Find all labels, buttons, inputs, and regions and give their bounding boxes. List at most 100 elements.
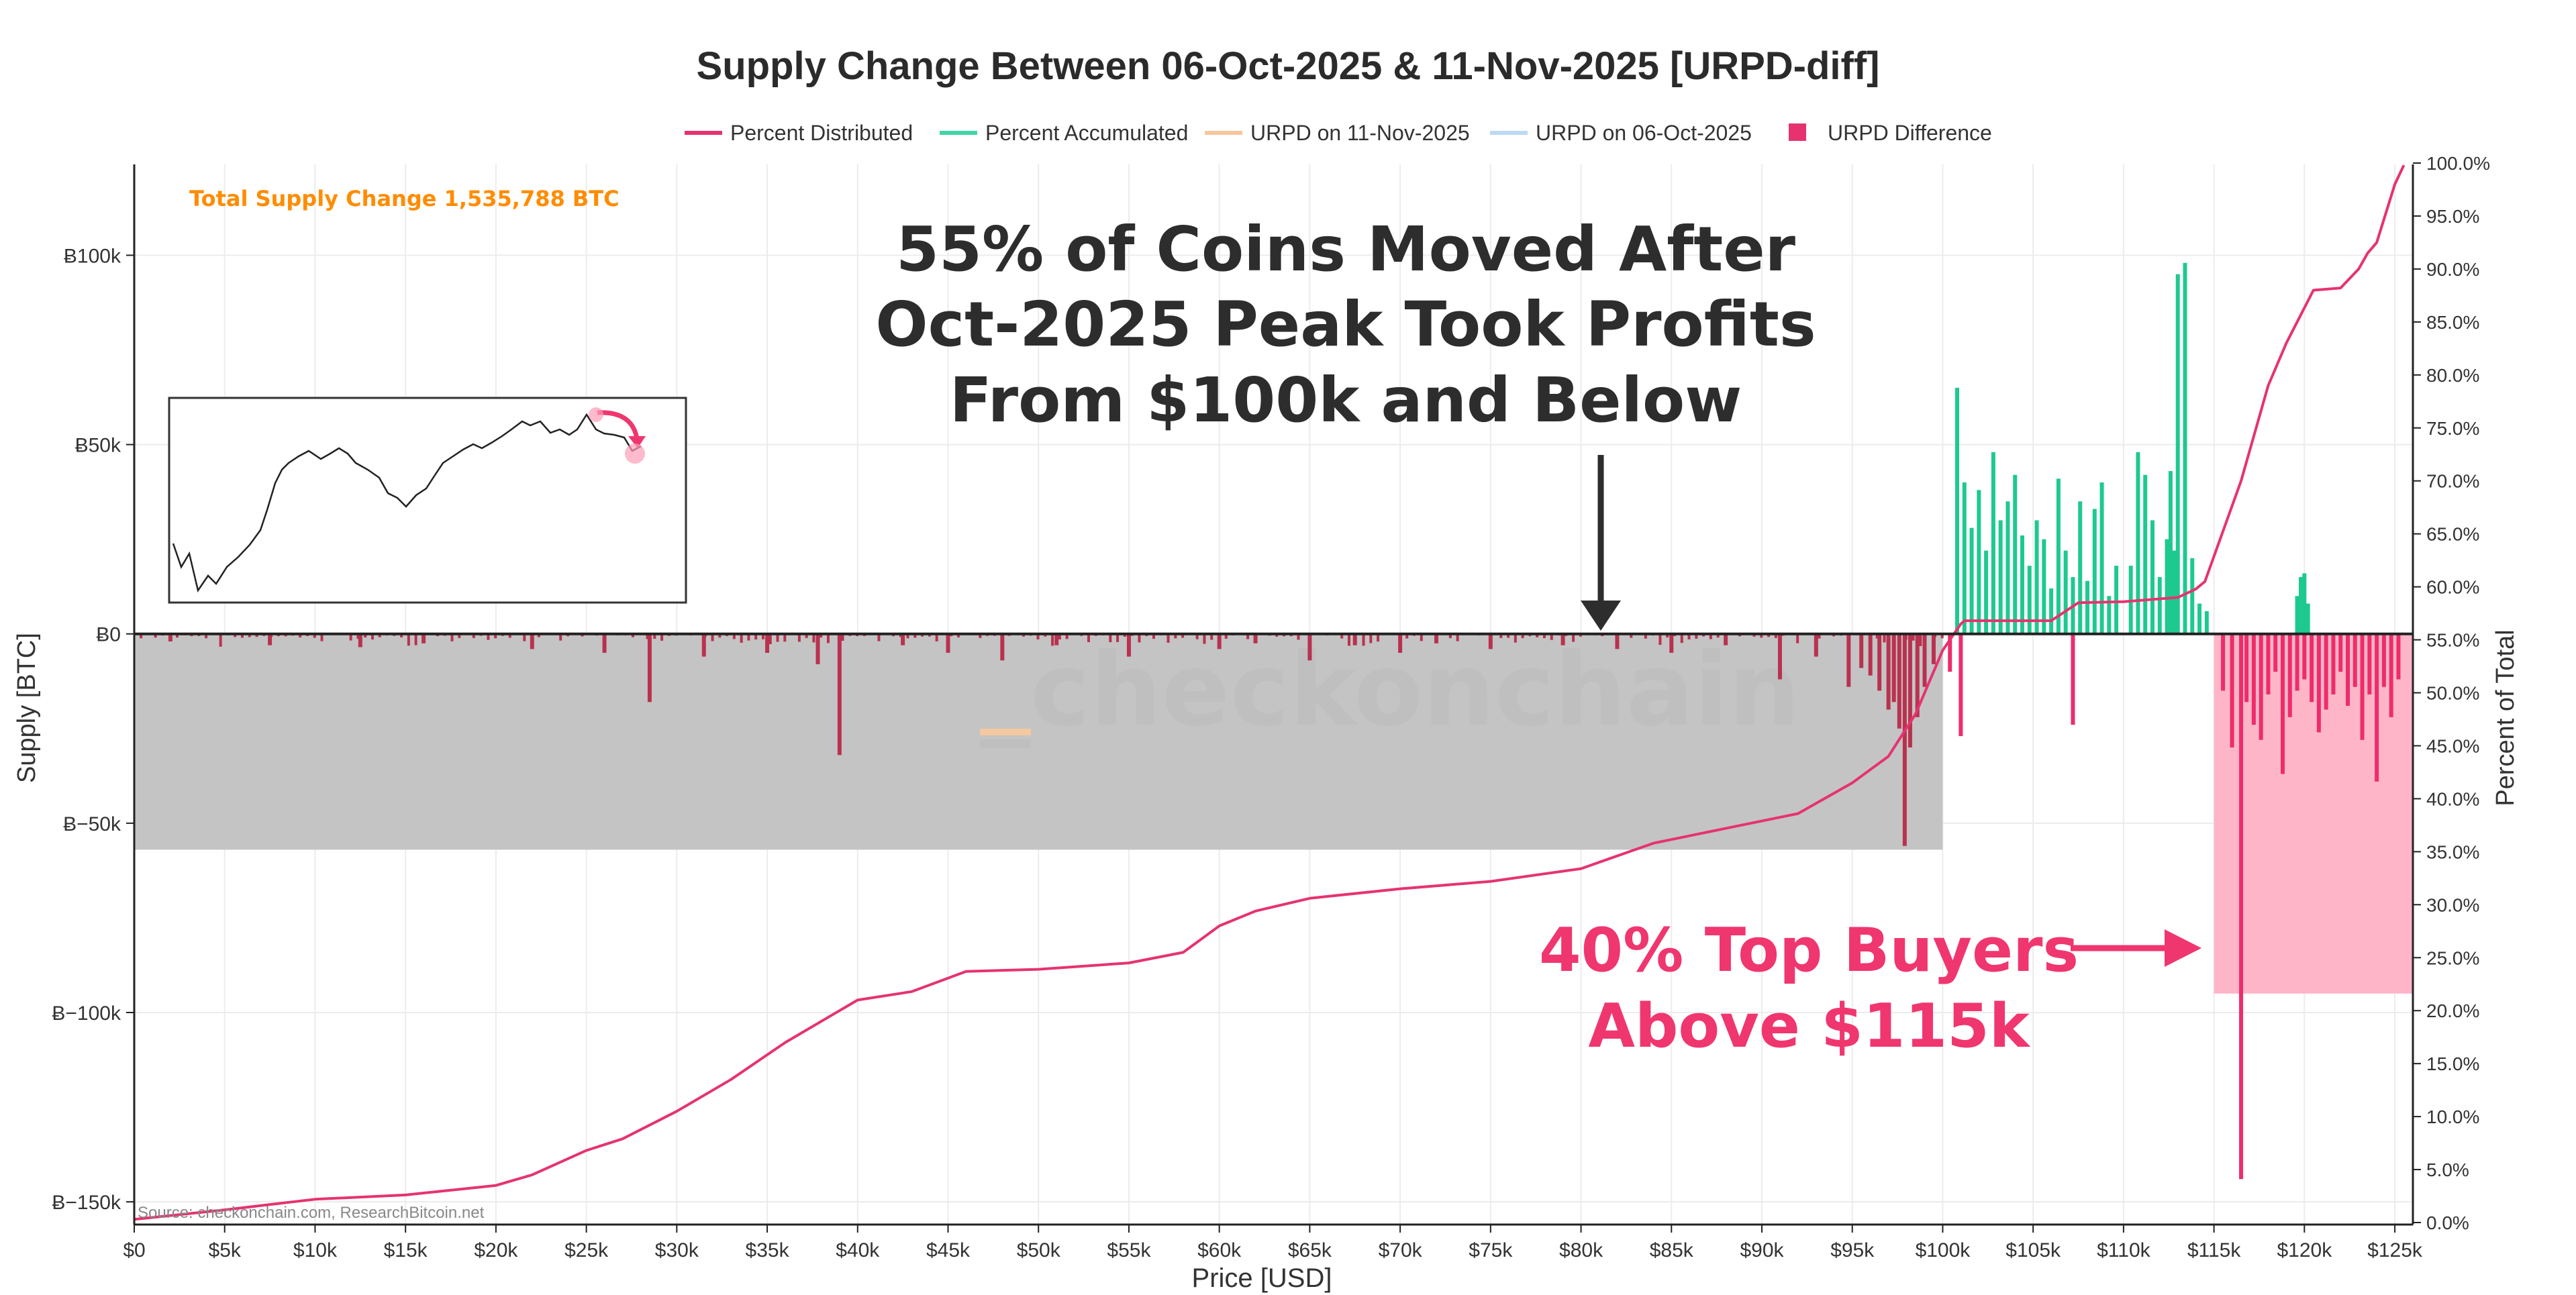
bar-noise [1818, 633, 1821, 639]
headline-line-2: Oct-2025 Peak Took Profits [875, 289, 1816, 360]
bar-distributed [1307, 633, 1312, 661]
y2-tick-label: 30.0% [2426, 894, 2479, 915]
bar-noise [1542, 633, 1546, 639]
bar-distributed [1054, 633, 1059, 645]
bar-noise [1405, 633, 1409, 639]
bar-accumulated [2063, 550, 2068, 634]
inset-arrow-head [628, 436, 646, 448]
y2-tick-label: 15.0% [2426, 1053, 2479, 1074]
bar-accumulated [1962, 482, 1967, 634]
bar-accumulated [2107, 596, 2112, 634]
bar-noise [205, 633, 208, 639]
bar-noise [820, 633, 823, 638]
bar-noise [1377, 633, 1380, 642]
bar-noise [1875, 633, 1879, 639]
bar-noise [299, 633, 302, 638]
bar-distributed [422, 633, 426, 643]
bar-top-buyers [2352, 633, 2357, 687]
bar-noise [1181, 633, 1185, 638]
bar-noise [1022, 633, 1025, 637]
y2-tick-label: 80.0% [2426, 365, 2479, 386]
bar-distributed [1352, 633, 1357, 645]
x-axis-title: Price [USD] [1192, 1263, 1332, 1293]
bar-noise [1174, 633, 1177, 639]
bar-noise [313, 633, 316, 638]
x-tick-label: $100k [1916, 1239, 1971, 1261]
y-tick-label: Ƀ−50k [63, 813, 121, 835]
bar-noise [1752, 633, 1756, 637]
headline-arrow-head [1581, 601, 1621, 631]
bar-accumulated [2114, 566, 2119, 634]
bar-noise [740, 633, 743, 643]
bar-distributed [815, 633, 820, 664]
bar-distributed [1868, 633, 1873, 676]
bar-noise [877, 633, 881, 641]
y2-tick-label: 100.0% [2426, 153, 2490, 174]
bar-top-buyers [2316, 633, 2321, 733]
inset-price-thumbnail [168, 397, 687, 604]
bar-noise [1058, 633, 1061, 639]
bar-accumulated [2190, 558, 2195, 634]
bar-distributed [647, 633, 652, 703]
bar-accumulated [2085, 580, 2089, 634]
bar-noise [631, 633, 634, 637]
bar-noise [1246, 633, 1250, 639]
bars [140, 262, 2401, 1180]
bar-noise [1796, 633, 1799, 643]
x-tick-label: $5k [209, 1239, 242, 1261]
top-buyers-annotation: 40% Top Buyers Above $115k [1539, 915, 2201, 1061]
bar-distributed [1434, 633, 1438, 643]
bar-distributed [1915, 633, 1920, 717]
bar-accumulated [2295, 596, 2299, 634]
bar-distributed [1859, 633, 1864, 668]
bar-noise [1666, 633, 1669, 638]
y2-axis-title: Percent of Total [2491, 629, 2520, 806]
bar-noise [776, 633, 779, 642]
x-tick-label: $105k [2005, 1239, 2061, 1261]
bar-distributed [1814, 633, 1818, 657]
x-tick-label: $35k [746, 1239, 790, 1261]
bar-noise [400, 633, 403, 637]
bar-distributed [1561, 633, 1565, 645]
bar-accumulated [1969, 527, 1974, 634]
bar-accumulated [2005, 501, 2010, 634]
bar-noise [906, 633, 909, 639]
x-tick-label: $125k [2367, 1239, 2423, 1261]
y-axis-title: Supply [BTC] [13, 633, 41, 783]
bar-noise [1340, 633, 1344, 639]
bar-top-buyers [2273, 633, 2278, 672]
bar-noise [458, 633, 461, 638]
bar-noise [175, 633, 179, 638]
y-tick-label: Ƀ100k [64, 245, 121, 267]
y-tick-label: Ƀ−150k [52, 1192, 121, 1214]
bar-noise [1224, 633, 1228, 639]
bar-distributed [602, 633, 607, 653]
bar-distributed [1931, 633, 1936, 664]
bar-noise [1883, 633, 1886, 643]
bar-noise [1579, 633, 1582, 637]
bar-noise [1716, 633, 1720, 638]
bar-top-buyers [2221, 633, 2226, 691]
bar-noise [754, 633, 758, 640]
bar-noise [1760, 633, 1763, 638]
bar-top-buyers [2239, 633, 2244, 1180]
bar-accumulated [2042, 539, 2046, 634]
bar-noise [559, 633, 562, 641]
bar-top-buyers [1959, 633, 1963, 737]
inset-price-line [172, 413, 642, 593]
bar-noise [450, 633, 454, 641]
bar-noise [378, 633, 381, 637]
bar-noise [1065, 633, 1069, 639]
bar-distributed [1922, 633, 1927, 687]
bar-noise [1275, 633, 1279, 637]
bar-noise [1572, 633, 1575, 642]
bar-distributed [1886, 633, 1891, 710]
bar-accumulated [2027, 566, 2032, 634]
bar-distributed [1902, 633, 1907, 846]
bar-top-buyers [1948, 633, 1952, 672]
bar-noise [732, 633, 736, 639]
bar-noise [979, 633, 982, 638]
legend-label: URPD Difference [1828, 121, 1992, 145]
bar-noise [414, 633, 417, 645]
